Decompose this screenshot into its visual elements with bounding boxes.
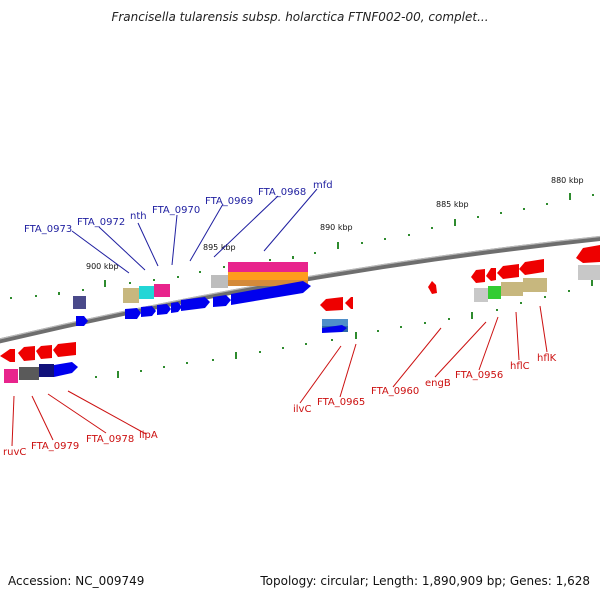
gene-label: hflK	[537, 353, 557, 364]
gene-arrow	[576, 245, 600, 263]
feature-box	[139, 286, 154, 299]
top-gene-labels: FTA_0973 FTA_0972 nth FTA_0970 FTA_0969 …	[24, 180, 333, 235]
gene-arrow	[231, 281, 311, 305]
gene-label: FTA_0979	[31, 441, 79, 452]
gene-arrow	[322, 325, 347, 333]
gene-label: engB	[425, 378, 451, 389]
gene-arrow	[0, 349, 15, 362]
gene-arrow	[125, 308, 141, 319]
feature-box	[123, 288, 139, 303]
gene-label: FTA_0970	[152, 205, 200, 216]
gene-label: FTA_0960	[371, 386, 419, 397]
feature-box	[501, 282, 523, 296]
gene-label: mfd	[313, 180, 333, 191]
upper-tick-ring	[10, 193, 594, 299]
accession-label: Accession: NC_009749	[8, 574, 145, 588]
top-leader-lines	[71, 188, 318, 274]
feature-box	[474, 288, 488, 302]
forward-genes	[54, 281, 347, 377]
feature-box	[228, 262, 308, 272]
gene-label: FTA_0972	[77, 217, 125, 228]
gene-label: FTA_0969	[205, 196, 253, 207]
gene-label: lipA	[139, 430, 158, 441]
feature-box	[488, 286, 501, 299]
gene-label: nth	[130, 211, 147, 222]
gene-arrow	[345, 297, 353, 309]
reverse-genes	[0, 245, 600, 362]
feature-box	[73, 296, 86, 309]
scale-label-895: 895 kbp	[203, 243, 236, 252]
feature-box	[228, 280, 308, 286]
feature-box	[4, 369, 18, 383]
feature-box	[578, 265, 600, 280]
gene-arrow	[36, 345, 52, 359]
scale-label-880: 880 kbp	[551, 176, 584, 185]
gene-arrow	[76, 316, 88, 326]
gene-arrow	[53, 342, 76, 357]
gene-arrow	[213, 295, 231, 307]
gene-arrow	[320, 297, 343, 311]
feature-box	[19, 367, 39, 380]
feature-box	[322, 319, 348, 326]
feature-box	[523, 278, 547, 292]
genome-summary: Topology: circular; Length: 1,890,909 bp…	[260, 574, 590, 588]
gene-arrow	[471, 269, 485, 283]
gene-arrow	[157, 304, 171, 315]
bottom-leader-lines	[11, 305, 548, 447]
bottom-gene-labels: ruvC FTA_0979 FTA_0978 lipA ilvC FTA_096…	[3, 353, 557, 458]
gene-arrow	[519, 259, 544, 275]
feature-box	[228, 272, 308, 280]
scale-label-890: 890 kbp	[320, 223, 353, 232]
scale-label-900: 900 kbp	[86, 262, 119, 271]
map-title: Francisella tularensis subsp. holarctica…	[111, 10, 489, 24]
gene-label: FTA_0956	[455, 370, 503, 381]
gene-arrow	[171, 302, 182, 313]
feature-box	[39, 364, 54, 377]
gene-arrow	[428, 281, 437, 294]
gene-label: ruvC	[3, 447, 26, 458]
gene-arrow	[18, 346, 35, 361]
gene-arrow	[141, 306, 156, 317]
gene-label: FTA_0968	[258, 187, 306, 198]
gene-label: hflC	[510, 361, 530, 372]
gene-arrow	[497, 264, 519, 279]
gene-arrow	[54, 362, 78, 377]
gene-label: FTA_0965	[317, 397, 365, 408]
feature-box	[154, 284, 170, 297]
scale-label-885: 885 kbp	[436, 200, 469, 209]
lower-tick-ring	[95, 279, 593, 378]
feature-box	[211, 275, 228, 288]
gene-arrow	[181, 297, 210, 311]
gene-label: FTA_0978	[86, 434, 134, 445]
gene-label: ilvC	[293, 404, 311, 415]
gene-arrow	[486, 268, 496, 281]
feature-track-lower	[4, 265, 600, 383]
gene-label: FTA_0973	[24, 224, 72, 235]
